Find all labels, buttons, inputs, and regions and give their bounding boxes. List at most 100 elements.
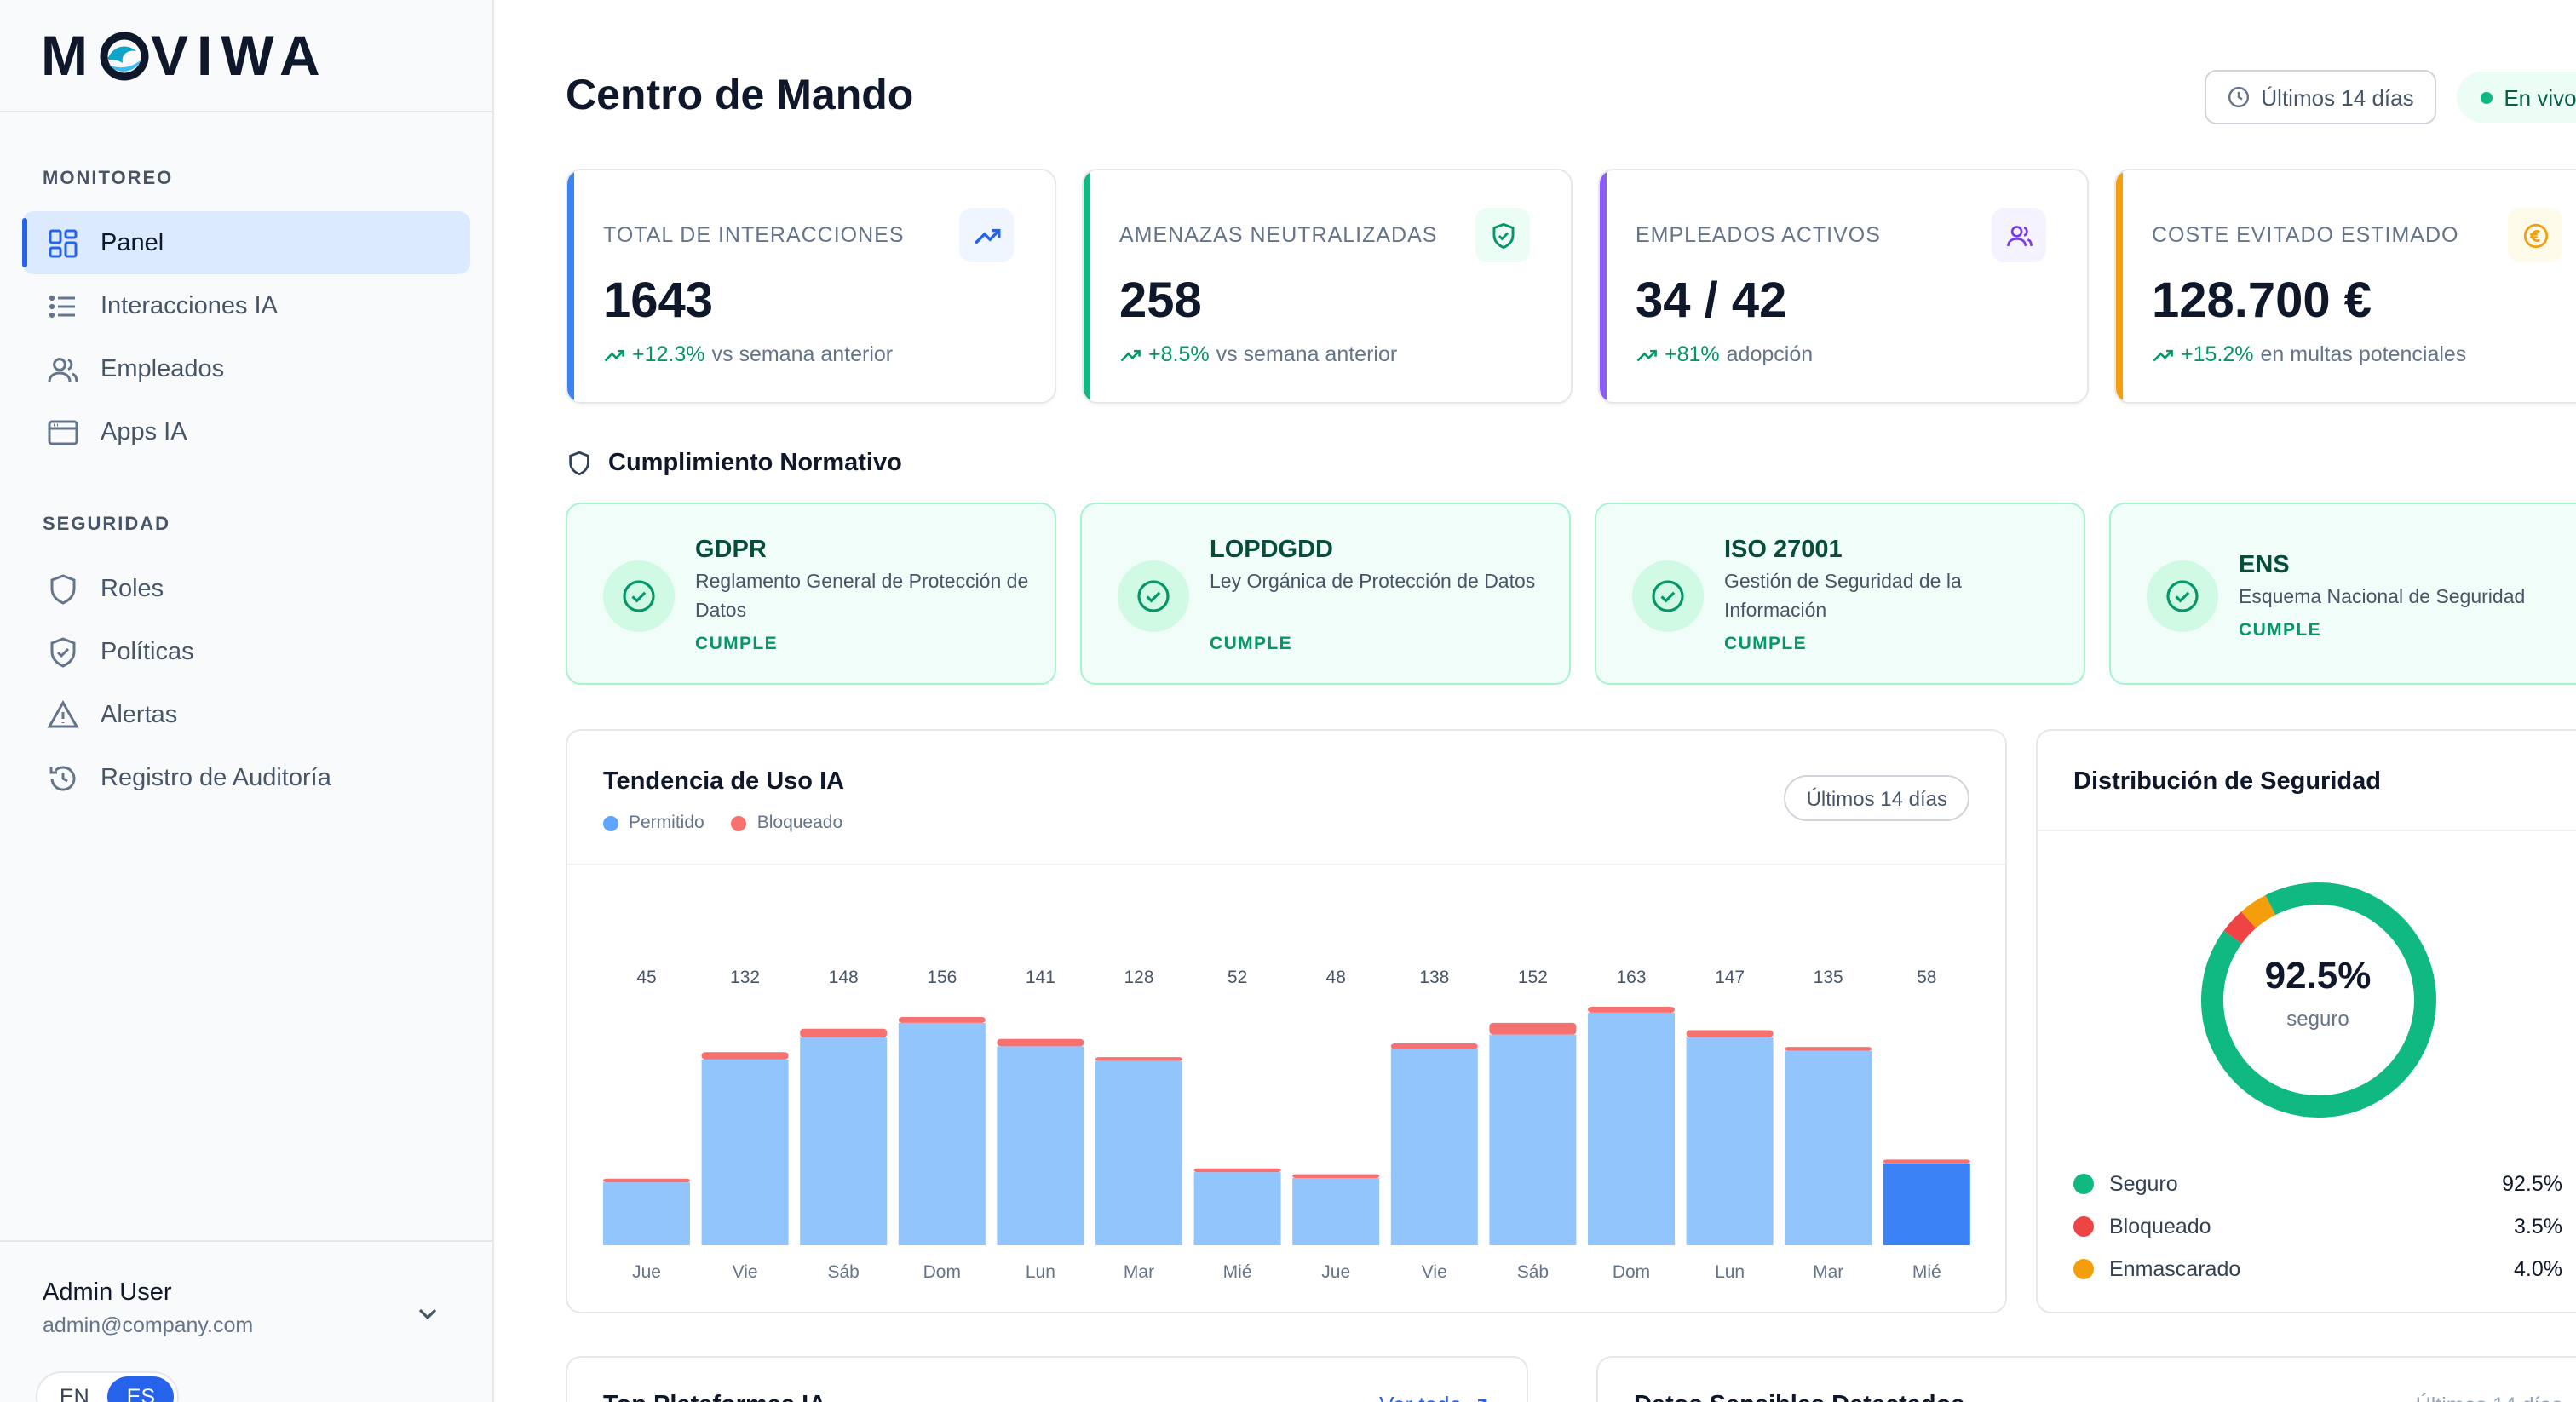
lang-es-button[interactable]: ES bbox=[107, 1376, 175, 1402]
sidebar-item-empleados[interactable]: Empleados bbox=[22, 337, 470, 400]
stat-delta-value: +81% bbox=[1665, 342, 1720, 366]
bar-permitido[interactable] bbox=[1883, 1163, 1970, 1245]
card-divider bbox=[2038, 830, 2576, 831]
usage-range-button[interactable]: Últimos 14 días bbox=[1784, 775, 1969, 821]
logo[interactable]: M VIWA bbox=[0, 0, 492, 112]
history-icon bbox=[49, 765, 76, 790]
bar-total-label: 152 bbox=[1518, 968, 1548, 987]
section-label-seguridad: SEGURIDAD bbox=[43, 514, 171, 535]
x-tick-label: Lun bbox=[1026, 1262, 1055, 1282]
stat-label: AMENAZAS NEUTRALIZADAS bbox=[1119, 223, 1438, 247]
compliance-name: ENS bbox=[2239, 552, 2290, 579]
bar-total-label: 132 bbox=[730, 968, 760, 987]
legend-dot bbox=[2073, 1259, 2094, 1279]
x-tick-label: Sáb bbox=[1517, 1262, 1549, 1282]
bar-bloqueado[interactable] bbox=[1588, 1007, 1675, 1013]
bar-bloqueado[interactable] bbox=[1095, 1057, 1182, 1061]
compliance-heading: Cumplimiento Normativo bbox=[566, 450, 902, 477]
stat-delta-value: +12.3% bbox=[632, 342, 705, 366]
compliance-card-gdpr[interactable]: GDPR Reglamento General de Protección de … bbox=[566, 503, 1056, 685]
bar-bloqueado[interactable] bbox=[701, 1052, 789, 1060]
compliance-card-ens[interactable]: ENS Esquema Nacional de Seguridad CUMPLE bbox=[2109, 503, 2576, 685]
stat-delta-note: en multas potenciales bbox=[2260, 342, 2467, 366]
sidebar-item-politicas[interactable]: Políticas bbox=[22, 620, 470, 683]
bar-permitido[interactable] bbox=[1588, 1012, 1675, 1245]
shield-check-icon bbox=[1492, 221, 1514, 249]
stat-card-coste[interactable]: COSTE EVITADO ESTIMADO 128.700 € +15.2% e… bbox=[2114, 169, 2576, 404]
compliance-name: GDPR bbox=[695, 537, 767, 564]
sensitive-data-card: Datos Sensibles Detectados Últimos 14 dí… bbox=[1596, 1356, 2576, 1402]
legend-dot-permitido bbox=[603, 815, 618, 830]
compliance-card-lopdgdd[interactable]: LOPDGDD Ley Orgánica de Protección de Dat… bbox=[1080, 503, 1571, 685]
stat-card-amenazas[interactable]: AMENAZAS NEUTRALIZADAS 258 +8.5% vs seman… bbox=[1082, 169, 1573, 404]
sidebar-item-label: Interacciones IA bbox=[101, 292, 278, 319]
bar-permitido[interactable] bbox=[800, 1037, 888, 1245]
bar-permitido[interactable] bbox=[898, 1022, 986, 1245]
distribution-title: Distribución de Seguridad bbox=[2073, 768, 2381, 796]
compliance-description: Esquema Nacional de Seguridad bbox=[2239, 588, 2526, 608]
compliance-name: ISO 27001 bbox=[1724, 537, 1843, 564]
check-circle-icon bbox=[2147, 560, 2218, 632]
bar-total-label: 48 bbox=[1326, 968, 1346, 987]
bar-permitido[interactable] bbox=[1489, 1034, 1577, 1245]
users-icon bbox=[48, 357, 78, 382]
users-icon bbox=[2006, 225, 2032, 246]
legend-value: 3.5% bbox=[2514, 1215, 2562, 1238]
compliance-card-iso-27001[interactable]: ISO 27001 Gestión de Seguridad de la Info… bbox=[1595, 503, 2085, 685]
stat-delta-value: +8.5% bbox=[1148, 342, 1210, 366]
bar-bloqueado[interactable] bbox=[1785, 1047, 1872, 1051]
x-tick-label: Dom bbox=[923, 1262, 961, 1282]
bar-permitido[interactable] bbox=[997, 1046, 1084, 1245]
bar-total-label: 141 bbox=[1026, 968, 1055, 987]
bar-permitido[interactable] bbox=[1686, 1037, 1774, 1245]
bar-permitido[interactable] bbox=[603, 1182, 690, 1245]
donut-slice-bloqueado[interactable] bbox=[2196, 877, 2441, 1123]
date-range-button[interactable]: Últimos 14 días bbox=[2205, 70, 2436, 124]
date-range-label: Últimos 14 días bbox=[2261, 84, 2414, 110]
legend-dot-bloqueado bbox=[731, 815, 747, 830]
bar-permitido[interactable] bbox=[1095, 1060, 1182, 1245]
bar-bloqueado[interactable] bbox=[1883, 1159, 1970, 1164]
trend-up-icon bbox=[1636, 348, 1657, 361]
brand-wordmark: M VIWA bbox=[41, 23, 329, 88]
bar-bloqueado[interactable] bbox=[1390, 1043, 1478, 1049]
bar-bloqueado[interactable] bbox=[1292, 1174, 1380, 1178]
stat-card-empleados[interactable]: EMPLEADOS ACTIVOS 34 / 42 +81% adopción bbox=[1598, 169, 2089, 404]
donut-slice-enmascarado[interactable] bbox=[2196, 877, 2441, 1123]
lang-en-button[interactable]: EN bbox=[60, 1385, 89, 1402]
card-divider bbox=[567, 864, 2005, 865]
bar-permitido[interactable] bbox=[1390, 1049, 1478, 1245]
sidebar-item-panel[interactable]: Panel bbox=[22, 211, 470, 274]
sidebar: M VIWA MONITOREO Panel Interacciones IA bbox=[0, 0, 494, 1402]
chevron-down-icon[interactable] bbox=[414, 1300, 441, 1327]
sidebar-item-apps[interactable]: Apps IA bbox=[22, 400, 470, 463]
sidebar-item-roles[interactable]: Roles bbox=[22, 557, 470, 620]
bar-permitido[interactable] bbox=[1292, 1177, 1380, 1245]
x-tick-label: Mié bbox=[1912, 1262, 1941, 1282]
bar-bloqueado[interactable] bbox=[800, 1028, 888, 1038]
bar-total-label: 163 bbox=[1616, 968, 1646, 987]
bar-permitido[interactable] bbox=[701, 1059, 789, 1245]
bar-bloqueado[interactable] bbox=[1489, 1022, 1577, 1035]
usage-trend-title: Tendencia de Uso IA bbox=[603, 768, 845, 796]
legend-label: Bloqueado bbox=[756, 813, 843, 833]
bar-permitido[interactable] bbox=[1785, 1050, 1872, 1245]
sidebar-item-interacciones[interactable]: Interacciones IA bbox=[22, 274, 470, 337]
grid-icon bbox=[49, 228, 78, 257]
stat-card-interacciones[interactable]: TOTAL DE INTERACCIONES 1643 +12.3% vs sem… bbox=[566, 169, 1056, 404]
bar-bloqueado[interactable] bbox=[1193, 1168, 1281, 1173]
bar-bloqueado[interactable] bbox=[1686, 1030, 1774, 1038]
bar-bloqueado[interactable] bbox=[603, 1178, 690, 1183]
legend-label: Seguro bbox=[2109, 1172, 2178, 1196]
sidebar-item-label: Alertas bbox=[101, 701, 178, 728]
x-tick-label: Vie bbox=[1422, 1262, 1447, 1282]
sidebar-item-alertas[interactable]: Alertas bbox=[22, 683, 470, 746]
sidebar-item-auditoria[interactable]: Registro de Auditoría bbox=[22, 746, 470, 809]
view-all-link[interactable]: Ver todo bbox=[1379, 1392, 1489, 1402]
bar-bloqueado[interactable] bbox=[997, 1038, 1084, 1047]
bar-bloqueado[interactable] bbox=[898, 1017, 986, 1023]
bar-total-label: 138 bbox=[1419, 968, 1449, 987]
bar-permitido[interactable] bbox=[1193, 1172, 1281, 1245]
user-menu[interactable]: Admin User admin@company.com bbox=[0, 1240, 492, 1402]
donut-slice-seguro[interactable] bbox=[2196, 877, 2441, 1123]
